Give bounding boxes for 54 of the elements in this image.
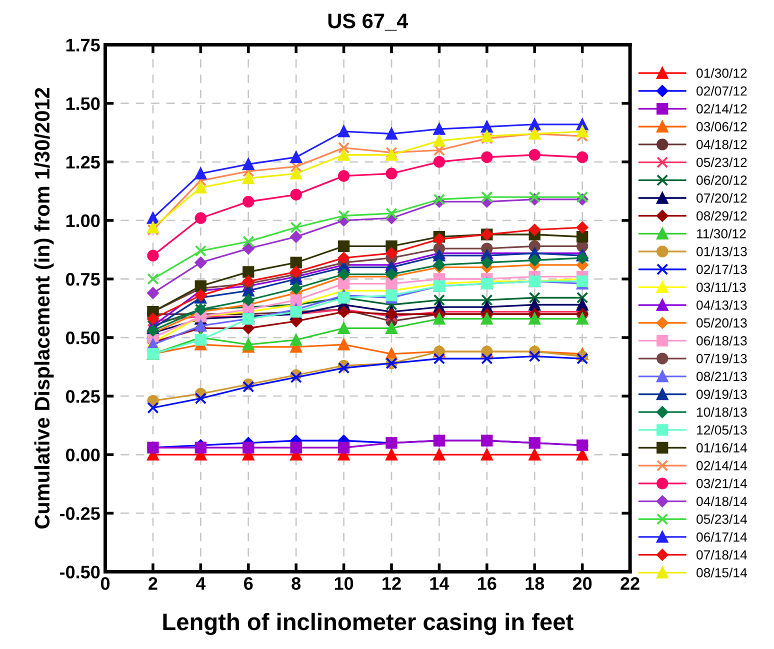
x-tick-label: 18 xyxy=(526,577,544,590)
x-tick-label: 0 xyxy=(100,577,110,590)
x-tick-label: 4 xyxy=(196,577,206,590)
legend-label: 04/18/14 xyxy=(696,496,747,506)
legend-label: 02/14/14 xyxy=(696,460,747,470)
legend-label: 06/18/13 xyxy=(696,336,747,346)
x-tick-label: 10 xyxy=(334,577,354,590)
x-tick-label: 16 xyxy=(478,577,496,590)
legend-label: 11/30/12 xyxy=(697,228,746,238)
x-tick-label: 6 xyxy=(244,577,253,590)
y-tick-label: 0.75 xyxy=(66,272,100,286)
legend-label: 05/23/14 xyxy=(696,514,747,524)
legend-label: 05/20/13 xyxy=(696,318,747,328)
legend-label: 03/21/14 xyxy=(696,478,747,488)
legend-label: 02/17/13 xyxy=(696,264,747,274)
legend-label: 07/18/14 xyxy=(696,550,747,560)
y-tick-label: 0.25 xyxy=(66,390,100,403)
legend-label: 06/20/12 xyxy=(696,175,747,185)
legend-label: 09/19/13 xyxy=(696,389,747,399)
y-axis-title: Cumulative Displacement (in) from 1/30/2012 xyxy=(34,88,54,529)
y-tick-label: 1.50 xyxy=(66,97,100,110)
legend-label: 01/16/14 xyxy=(696,442,747,453)
legend-label: 01/13/13 xyxy=(696,246,747,256)
legend-label: 07/19/13 xyxy=(696,354,747,364)
legend-label: 08/21/13 xyxy=(696,371,747,382)
y-tick-label: -0.25 xyxy=(60,507,100,520)
y-tick-label: 1.25 xyxy=(66,156,100,169)
y-tick-label: 1.00 xyxy=(66,214,100,228)
legend-label: 08/29/12 xyxy=(696,210,747,221)
y-tick-label: 0.50 xyxy=(66,331,100,344)
x-tick-label: 8 xyxy=(292,577,301,590)
x-tick-label: 2 xyxy=(148,577,158,590)
x-axis-title: Length of inclinometer casing in feet xyxy=(163,612,574,636)
legend-label: 07/20/12 xyxy=(696,193,747,203)
legend-label: 06/17/14 xyxy=(696,532,747,542)
legend-label: 03/06/12 xyxy=(696,122,747,132)
x-tick-label: 22 xyxy=(620,577,640,590)
x-tick-label: 12 xyxy=(382,577,401,590)
x-tick-label: 14 xyxy=(430,577,450,590)
legend-label: 02/07/12 xyxy=(696,86,747,96)
x-tick-label: 20 xyxy=(572,577,592,590)
legend-label: 02/14/12 xyxy=(696,104,747,114)
legend-label: 05/23/12 xyxy=(696,157,747,168)
legend-label: 12/05/13 xyxy=(697,424,747,435)
legend-label: 04/13/13 xyxy=(696,300,747,310)
legend-label: 08/15/14 xyxy=(696,568,747,578)
legend-label: 04/18/12 xyxy=(696,140,747,150)
chart-title: US 67_4 xyxy=(328,14,408,31)
legend-label: 01/30/12 xyxy=(696,68,747,78)
legend-label: 10/18/13 xyxy=(697,407,747,417)
legend-label: 03/11/13 xyxy=(696,282,746,292)
y-tick-label: 0.00 xyxy=(66,448,100,462)
y-tick-label: 1.75 xyxy=(66,38,100,52)
y-tick-label: -0.50 xyxy=(60,566,100,578)
